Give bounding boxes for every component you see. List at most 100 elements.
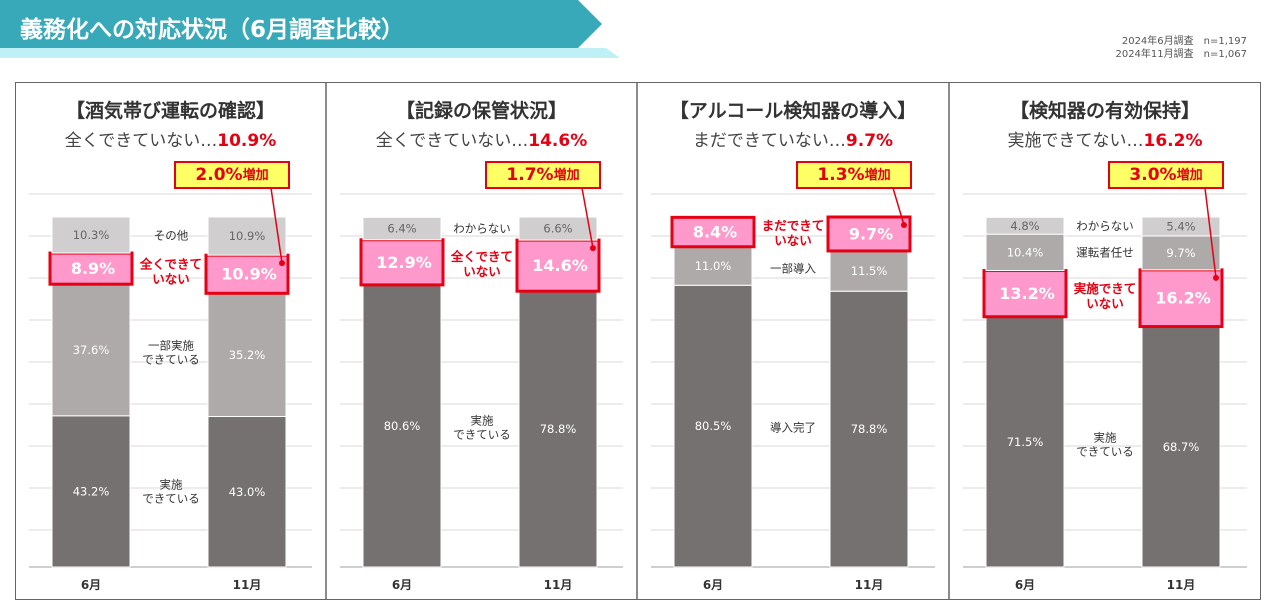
banner-shadow	[0, 48, 620, 58]
increase-suffix: 増加	[1177, 167, 1203, 183]
series-label: 実施	[471, 414, 494, 428]
series-label: 実施	[160, 478, 183, 492]
increase-callout-text: 2.0%増加	[195, 165, 268, 185]
banner-arrow	[0, 0, 602, 48]
subtitle-prefix: 全くできていない…	[375, 131, 529, 151]
panel-record-storage: 80.6% 78.8% 実施 できている 12.9% 14.6% 全くできて いない 6.4% 6…	[326, 82, 637, 600]
bar-value-label: 10.4%	[1007, 245, 1044, 259]
subtitle-value: 14.6%	[528, 131, 588, 151]
bar-value-label: 78.8%	[851, 422, 888, 436]
series-label: できている	[142, 492, 200, 506]
callout-connector-dot	[590, 245, 596, 252]
subtitle-prefix: 実施できてない…	[1007, 131, 1144, 151]
increase-callout-text: 1.7%増加	[506, 165, 579, 185]
bar-value-label: 5.4%	[1166, 219, 1195, 233]
bar-segment	[207, 292, 287, 417]
panel-subtitle: 全くできていない…14.6%	[326, 126, 637, 151]
category-label: 11月	[855, 578, 884, 592]
subtitle-prefix: まだできていない…	[692, 131, 846, 151]
series-label: いない	[152, 271, 190, 286]
bar-value-label: 4.8%	[1010, 219, 1039, 233]
bar-segment	[51, 415, 131, 568]
bar-value-label: 37.6%	[73, 343, 110, 357]
category-label: 11月	[544, 578, 573, 592]
bar-value-label: 43.0%	[229, 485, 266, 499]
bar-segment	[518, 290, 598, 568]
bar-value-label: 16.2%	[1155, 289, 1211, 308]
callout-connector	[892, 187, 905, 226]
bar-segment	[207, 416, 287, 568]
increase-suffix: 増加	[554, 167, 580, 183]
series-label: いない	[463, 264, 501, 279]
bar-value-label: 80.5%	[695, 419, 732, 433]
category-label: 6月	[81, 578, 101, 592]
increase-value: 1.7%	[506, 165, 553, 185]
bar-value-label: 12.9%	[376, 253, 432, 272]
bar-value-label: 11.0%	[695, 259, 732, 273]
bar-segment-highlight	[826, 215, 912, 253]
series-label: 実施できて	[1074, 281, 1137, 296]
increase-callout-box	[1108, 161, 1224, 189]
bar-segment	[51, 216, 131, 254]
callout-connector-dot	[279, 260, 285, 267]
panel-subtitle: 全くできていない…10.9%	[15, 126, 326, 151]
series-label: 一部導入	[770, 262, 816, 276]
panel-title: 【検知器の有効保持】	[1009, 100, 1200, 122]
bar-segment	[1141, 216, 1221, 237]
bar-value-label: 9.7%	[849, 224, 893, 243]
category-label: 6月	[1015, 578, 1035, 592]
charts-frame	[15, 82, 1261, 600]
category-label: 11月	[1167, 578, 1196, 592]
bar-segment	[518, 216, 598, 241]
subtitle-value: 16.2%	[1143, 131, 1203, 151]
panel-subtitle: 実施できてない…16.2%	[949, 126, 1261, 151]
bar-value-label: 6.6%	[543, 222, 572, 236]
bar-value-label: 80.6%	[384, 419, 421, 433]
survey-nov-note: 2024年11月調査 n=1,067	[1115, 49, 1247, 60]
category-label: 6月	[703, 578, 723, 592]
bar-segment	[985, 216, 1065, 235]
bar-value-label: 13.2%	[999, 284, 1055, 303]
page-title: 義務化への対応状況（6月調査比較）	[20, 17, 405, 43]
panel-alcohol-check: 43.2% 43.0% 実施 できている 37.6% 35.2% 一部実施 できている 8.9%…	[15, 82, 326, 600]
bar-value-label: 11.5%	[851, 264, 888, 278]
bar-segment-highlight	[515, 238, 601, 293]
subtitle-value: 10.9%	[217, 131, 277, 151]
series-label: その他	[154, 229, 189, 243]
increase-value: 3.0%	[1129, 165, 1176, 185]
increase-callout-box	[174, 161, 290, 189]
title-banner	[0, 0, 620, 58]
series-label: いない	[1086, 296, 1124, 311]
series-label: 全くできて	[139, 256, 202, 271]
panel-title: 【酒気帯び運転の確認】	[65, 100, 275, 122]
bar-value-label: 43.2%	[73, 484, 110, 498]
bar-value-label: 71.5%	[1007, 435, 1044, 449]
series-label: できている	[1076, 444, 1134, 458]
bar-segment-highlight	[670, 215, 756, 249]
increase-callout-box	[485, 161, 601, 189]
bar-segment	[985, 316, 1065, 568]
increase-suffix: 増加	[243, 167, 269, 183]
survey-june-note: 2024年6月調査 n=1,197	[1121, 36, 1247, 47]
bar-segment-highlight	[982, 269, 1068, 319]
panel-subtitle: まだできていない…9.7%	[637, 126, 949, 151]
increase-value: 2.0%	[195, 165, 242, 185]
series-label: できている	[142, 352, 200, 366]
bar-value-label: 35.2%	[229, 348, 266, 362]
increase-callout-text: 3.0%増加	[1129, 165, 1202, 185]
series-label: 実施	[1094, 430, 1117, 444]
series-label: いない	[774, 233, 812, 248]
bar-value-label: 68.7%	[1163, 440, 1200, 454]
bar-segment	[829, 290, 909, 568]
bar-value-label: 9.7%	[1166, 246, 1195, 260]
subtitle-prefix: 全くできていない…	[64, 131, 218, 151]
subtitle-value: 9.7%	[845, 131, 894, 151]
callout-connector	[270, 187, 283, 264]
series-label: できている	[453, 428, 511, 442]
bar-segment	[51, 283, 131, 417]
series-label: わからない	[453, 222, 511, 236]
series-label: わからない	[1076, 219, 1134, 233]
